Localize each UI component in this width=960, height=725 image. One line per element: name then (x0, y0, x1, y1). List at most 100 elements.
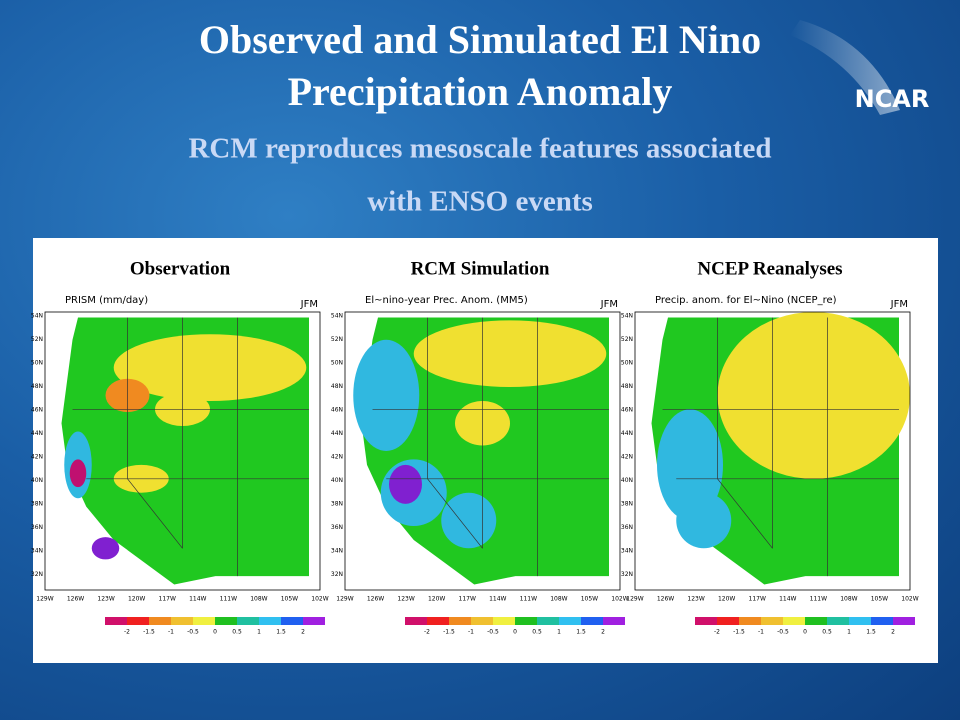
lat-label: 50N (331, 360, 343, 367)
anomaly-region (353, 339, 420, 451)
colorbar-swatch (739, 617, 761, 625)
colorbar-label: 2 (891, 629, 895, 636)
panel-heading: NCEP Reanalyses (697, 258, 842, 279)
colorbar-swatch (603, 617, 625, 625)
map-title: PRISM (mm/day) (65, 295, 148, 306)
map-season: JFM (890, 299, 908, 310)
lat-label: 34N (621, 548, 633, 555)
lon-label: 117W (459, 596, 476, 603)
lon-label: 102W (901, 596, 918, 603)
colorbar-label: 1 (257, 629, 261, 636)
colorbar-label: 1.5 (576, 629, 586, 636)
map-frame (44, 311, 321, 591)
colorbar-swatch (783, 617, 805, 625)
colorbar-swatch (581, 617, 603, 625)
lon-label: 108W (550, 596, 567, 603)
lon-label: 114W (489, 596, 506, 603)
colorbar-label: 0.5 (822, 629, 832, 636)
anomaly-region (717, 312, 910, 479)
lat-label: 42N (31, 454, 43, 461)
lat-label: 40N (621, 477, 633, 484)
state-border (717, 478, 773, 549)
colorbar-label: -0.5 (777, 629, 789, 636)
lat-label: 34N (31, 548, 43, 555)
colorbar-label: 1.5 (276, 629, 286, 636)
colorbar-swatch (893, 617, 915, 625)
colorbar-swatch (761, 617, 783, 625)
colorbar-swatch (193, 617, 215, 625)
lon-label: 126W (657, 596, 674, 603)
anomaly-region (676, 492, 732, 549)
lat-label: 54N (331, 313, 343, 320)
colorbar-label: 1.5 (866, 629, 876, 636)
lat-label: 48N (31, 383, 43, 390)
colorbar-label: -2 (714, 629, 720, 636)
lon-label: 108W (840, 596, 857, 603)
colorbar-swatch (449, 617, 471, 625)
lat-label: 46N (31, 407, 43, 414)
subtitle: RCM reproduces mesoscale features associ… (188, 133, 771, 165)
map-season: JFM (300, 299, 318, 310)
lon-label: 108W (250, 596, 267, 603)
lon-label: 111W (520, 596, 537, 603)
lat-label: 52N (331, 336, 343, 343)
map (353, 317, 609, 585)
lat-label: 42N (331, 454, 343, 461)
lat-label: 54N (31, 313, 43, 320)
colorbar-swatch (515, 617, 537, 625)
colorbar-label: 0.5 (532, 629, 542, 636)
colorbar-label: -0.5 (487, 629, 499, 636)
title: Observed and Simulated El Nino (199, 17, 761, 62)
lon-label: 111W (220, 596, 237, 603)
lat-label: 44N (331, 430, 343, 437)
lon-label: 120W (718, 596, 735, 603)
lon-label: 102W (611, 596, 628, 603)
colorbar-swatch (849, 617, 871, 625)
logo-swoosh (790, 20, 900, 115)
panel-heading: RCM Simulation (411, 258, 550, 279)
colorbar-label: 0 (513, 629, 517, 636)
panel-heading: Observation (130, 258, 231, 279)
colorbar-swatch (259, 617, 281, 625)
lon-label: 105W (871, 596, 888, 603)
colorbar-label: 2 (601, 629, 605, 636)
colorbar-swatch (303, 617, 325, 625)
lon-label: 102W (311, 596, 328, 603)
colorbar-swatch (237, 617, 259, 625)
lon-label: 120W (128, 596, 145, 603)
lat-label: 46N (621, 407, 633, 414)
lat-label: 50N (31, 360, 43, 367)
colorbar-label: -1.5 (733, 629, 745, 636)
map (651, 312, 910, 585)
anomaly-region (441, 492, 497, 549)
anomaly-region (657, 409, 723, 521)
colorbar-swatch (149, 617, 171, 625)
logo: NCAR (855, 85, 930, 113)
colorbar-label: -1.5 (443, 629, 455, 636)
colorbar-label: -1 (468, 629, 474, 636)
lat-label: 38N (331, 501, 343, 508)
lat-label: 40N (31, 477, 43, 484)
lat-label: 36N (31, 524, 43, 531)
lat-label: 44N (621, 430, 633, 437)
lon-label: 123W (97, 596, 114, 603)
lon-label: 111W (810, 596, 827, 603)
colorbar-label: -1 (168, 629, 174, 636)
lat-label: 48N (621, 383, 633, 390)
colorbar-label: 2 (301, 629, 305, 636)
lat-label: 46N (331, 407, 343, 414)
map-frame (344, 311, 621, 591)
lon-label: 120W (428, 596, 445, 603)
lon-label: 123W (687, 596, 704, 603)
map-frame (634, 311, 911, 591)
colorbar-swatch (695, 617, 717, 625)
lon-label: 126W (67, 596, 84, 603)
anomaly-region (389, 464, 422, 504)
lat-label: 32N (31, 571, 43, 578)
colorbar-label: 1 (557, 629, 561, 636)
lat-label: 50N (621, 360, 633, 367)
title: Precipitation Anomaly (288, 69, 673, 114)
colorbar-label: -1.5 (143, 629, 155, 636)
lat-label: 38N (31, 501, 43, 508)
lat-label: 36N (331, 524, 343, 531)
